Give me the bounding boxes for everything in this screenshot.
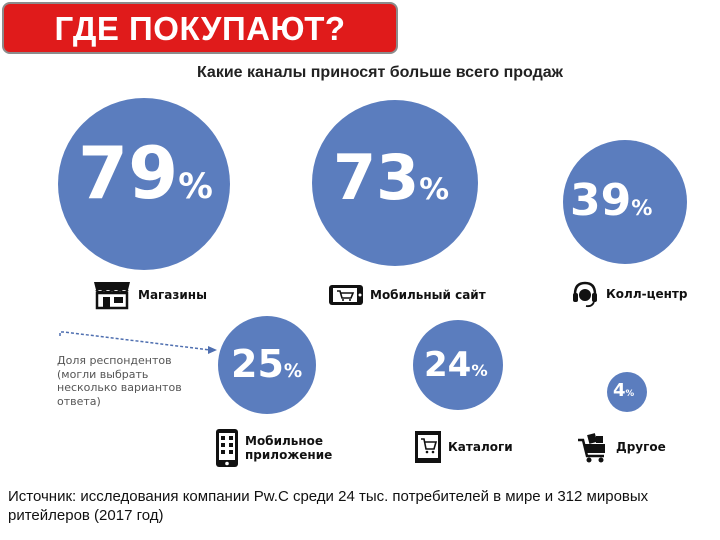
smartphone-icon xyxy=(215,428,239,468)
mobile-cart-icon xyxy=(328,284,364,306)
source-citation: Источник: исследования компании Pw.C сре… xyxy=(8,488,649,524)
note-arrow xyxy=(59,331,217,354)
circle-mobile-site xyxy=(312,100,478,266)
channel-label-call-center: Колл-центр xyxy=(606,287,688,301)
circle-mobile-app xyxy=(218,316,316,414)
storefront-icon xyxy=(92,280,132,310)
channel-label-mobile-app: Мобильное приложение xyxy=(245,434,333,462)
respondents-note: Доля респондентов (могли выбрать несколь… xyxy=(57,354,182,408)
channel-stores: Магазины xyxy=(92,280,207,310)
title-banner: ГДЕ ПОКУПАЮТ? xyxy=(2,2,398,54)
percent-mobile-site: 73% xyxy=(333,141,450,214)
page-title: ГДЕ ПОКУПАЮТ? xyxy=(54,10,346,47)
catalog-icon xyxy=(414,430,442,464)
headset-icon xyxy=(570,279,600,309)
channel-label-other: Другое xyxy=(616,440,666,454)
percent-catalogs: 24% xyxy=(424,345,488,385)
percent-mobile-app: 25% xyxy=(231,342,303,386)
channel-mobile-site: Мобильный сайт xyxy=(328,284,486,306)
percent-other: 4% xyxy=(613,380,635,401)
channel-call-center: Колл-центр xyxy=(570,279,687,309)
percent-stores: 79% xyxy=(78,131,213,215)
shopping-cart-icon xyxy=(576,430,610,464)
circle-catalogs xyxy=(413,320,503,410)
circle-other xyxy=(607,372,647,412)
channel-mobile-app: Мобильное приложение xyxy=(215,428,335,468)
channel-catalogs: Каталоги xyxy=(414,430,513,464)
circle-stores xyxy=(58,98,230,270)
channel-other: Другое xyxy=(576,430,666,464)
circle-call-center xyxy=(563,140,687,264)
channel-label-stores: Магазины xyxy=(138,288,207,302)
channel-label-catalogs: Каталоги xyxy=(448,440,513,454)
chart-subtitle: Какие каналы приносят больше всего прода… xyxy=(196,64,564,81)
percent-call-center: 39% xyxy=(570,175,653,226)
channel-label-mobile-site: Мобильный сайт xyxy=(370,288,486,302)
